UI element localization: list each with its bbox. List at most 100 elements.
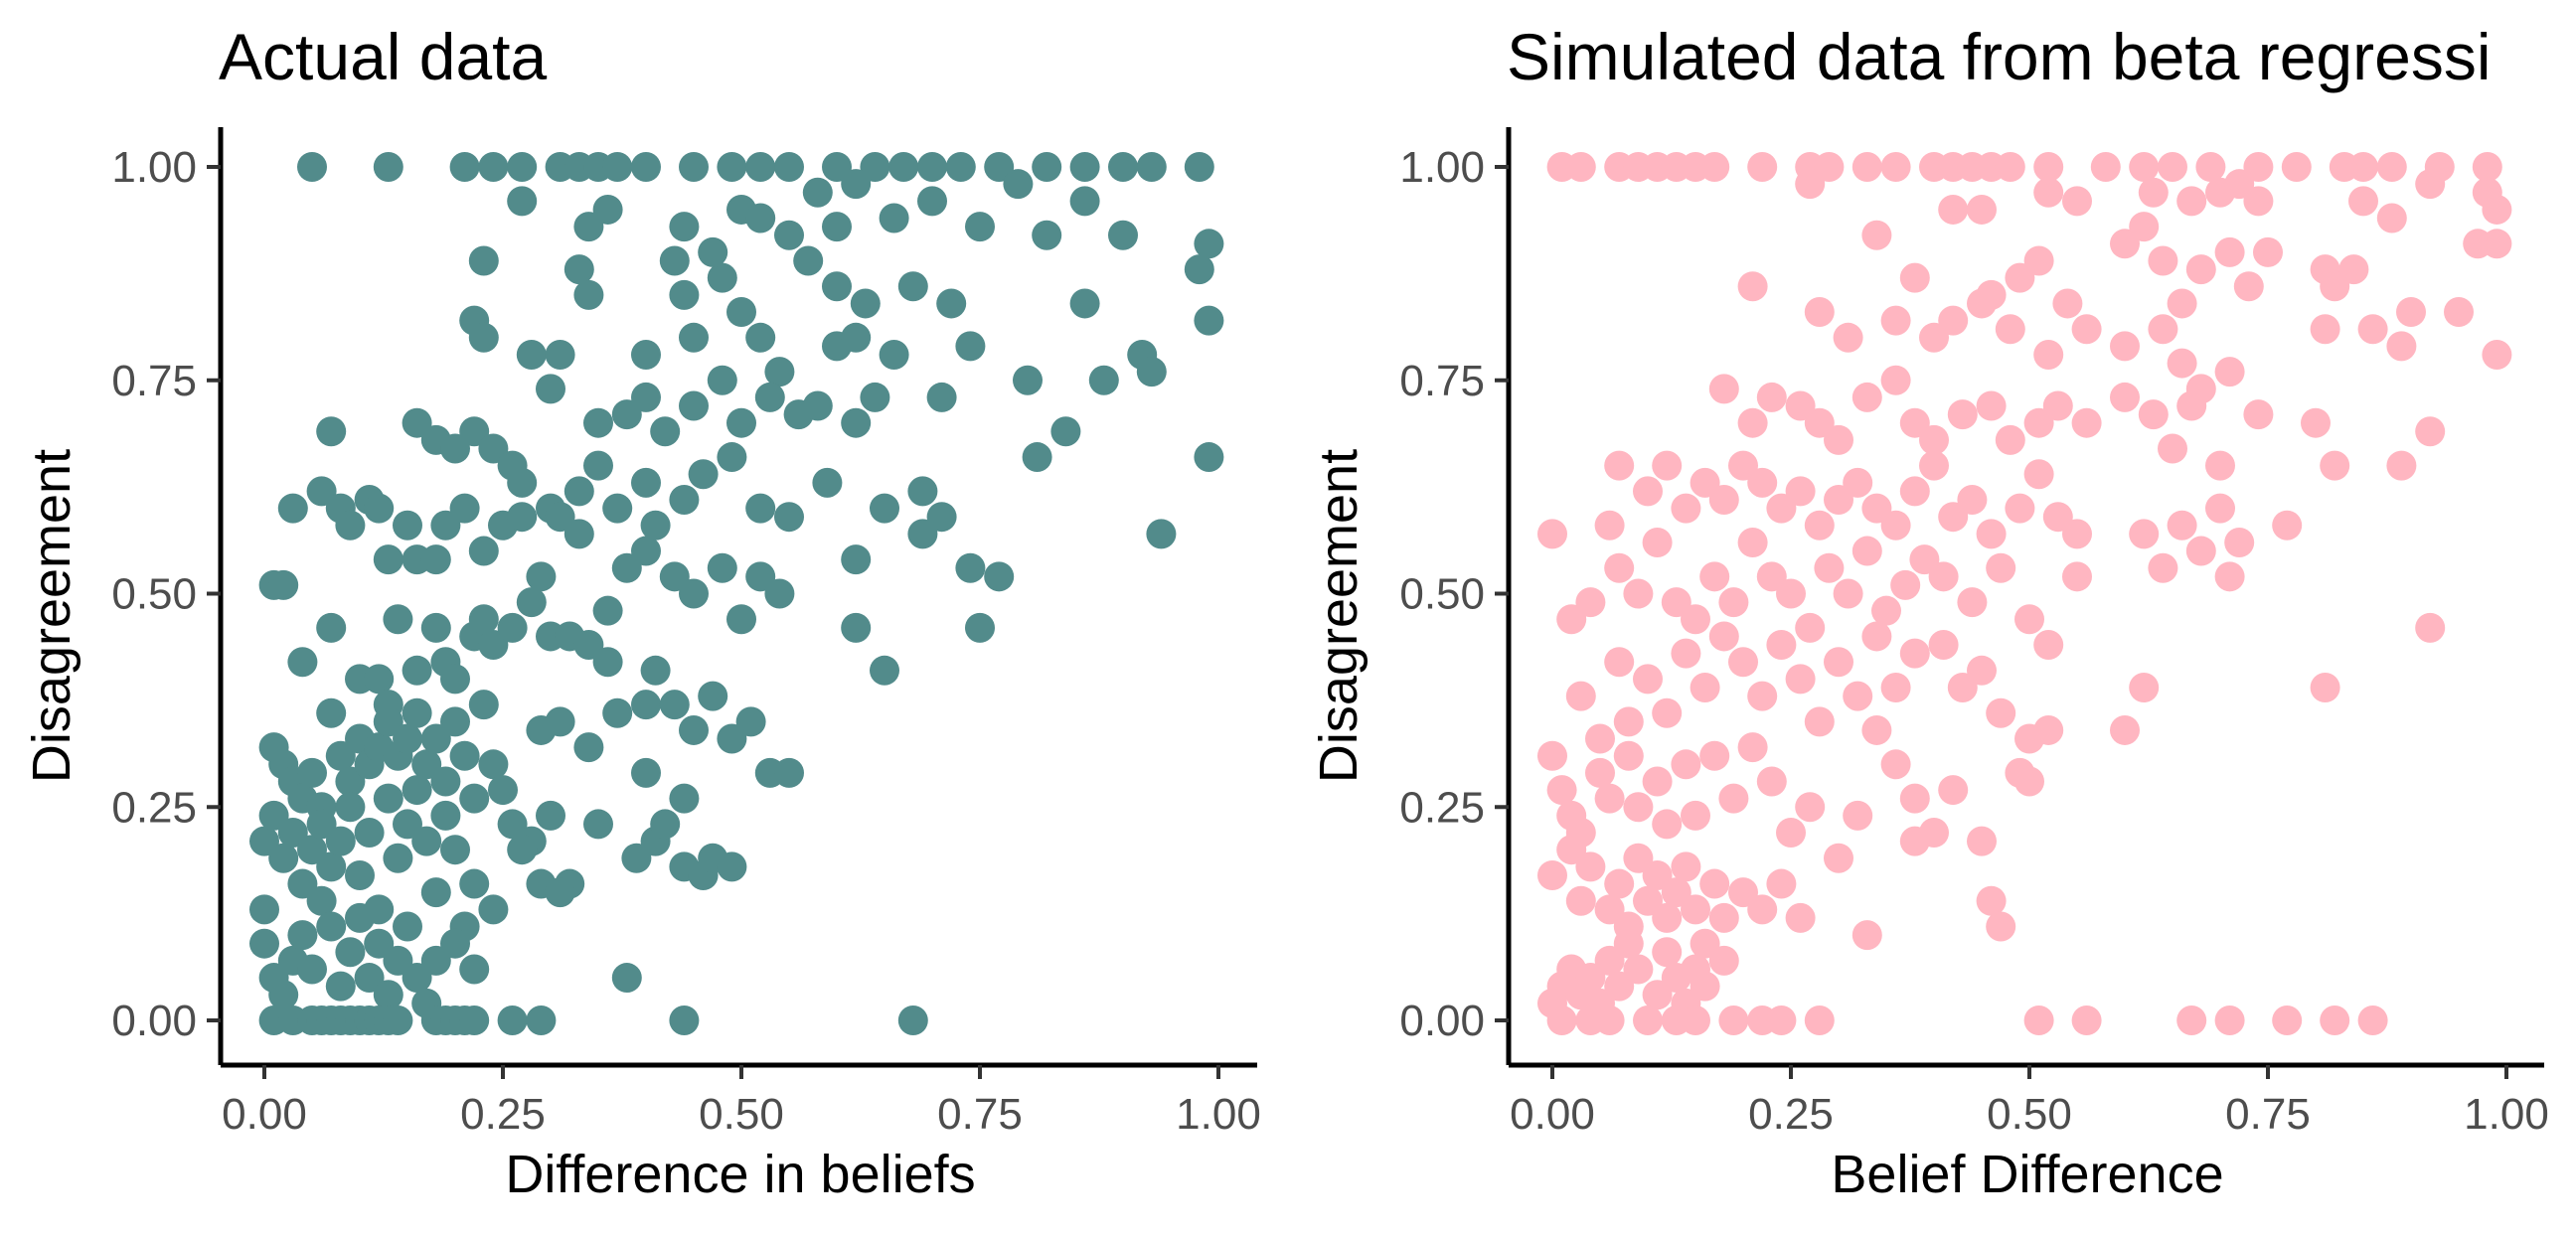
data-point xyxy=(1652,937,1683,968)
data-point xyxy=(1718,587,1749,618)
y-tick-label: 0.75 xyxy=(1399,357,1485,405)
data-point xyxy=(383,843,413,873)
data-point xyxy=(1814,152,1845,182)
data-point xyxy=(420,612,451,643)
data-point xyxy=(2310,314,2340,345)
data-point xyxy=(2062,186,2092,217)
data-point xyxy=(1546,1005,1577,1035)
data-point xyxy=(468,604,499,635)
data-point xyxy=(1899,476,1930,507)
data-point xyxy=(1804,297,1835,328)
data-point xyxy=(611,399,642,430)
data-point xyxy=(774,757,804,788)
data-point xyxy=(583,407,613,438)
data-point xyxy=(631,536,661,566)
chart-title: Simulated data from beta regressi xyxy=(1507,20,2491,93)
data-point xyxy=(602,152,633,182)
data-point xyxy=(1995,424,2025,455)
data-point xyxy=(2272,1005,2303,1035)
data-point xyxy=(1575,851,1606,882)
data-point xyxy=(2472,152,2502,182)
data-point xyxy=(459,783,490,814)
data-point xyxy=(2338,254,2369,285)
data-point xyxy=(373,783,403,814)
data-point xyxy=(1928,561,1959,592)
data-point xyxy=(1843,467,1873,498)
data-point xyxy=(1708,374,1739,404)
data-point xyxy=(1661,587,1691,618)
data-point xyxy=(669,1005,700,1035)
data-point xyxy=(926,382,957,412)
data-point xyxy=(440,664,470,695)
data-point xyxy=(420,544,451,575)
data-point xyxy=(2110,382,2140,412)
data-point xyxy=(1633,885,1663,916)
data-point xyxy=(1718,783,1749,814)
data-point xyxy=(1642,980,1673,1010)
data-point xyxy=(1938,775,1969,806)
data-point xyxy=(1852,152,1882,182)
data-point xyxy=(1899,407,1930,438)
data-point xyxy=(1594,894,1625,925)
data-point xyxy=(2348,186,2378,217)
data-point xyxy=(1690,672,1720,702)
data-point xyxy=(1861,220,1892,250)
data-point xyxy=(897,271,928,302)
data-point xyxy=(2243,186,2274,217)
data-point xyxy=(1585,757,1615,788)
data-point xyxy=(268,980,299,1010)
data-point xyxy=(345,902,375,933)
data-point xyxy=(449,152,480,182)
data-point xyxy=(2376,203,2407,233)
data-point xyxy=(1671,638,1701,669)
data-point xyxy=(536,374,565,404)
data-point xyxy=(841,407,872,438)
data-point xyxy=(2415,416,2446,447)
data-point xyxy=(316,697,347,728)
data-point xyxy=(478,749,509,780)
data-point xyxy=(1681,800,1710,831)
data-point xyxy=(249,826,279,856)
data-point xyxy=(2158,152,2187,182)
data-point xyxy=(297,152,327,182)
data-point xyxy=(1880,152,1911,182)
x-axis-title: Difference in beliefs xyxy=(505,1145,975,1204)
data-point xyxy=(459,868,490,899)
data-point xyxy=(1050,416,1081,447)
data-point xyxy=(354,818,385,849)
data-point xyxy=(2214,357,2245,387)
data-point xyxy=(640,655,671,686)
data-point xyxy=(602,493,633,524)
data-point xyxy=(1088,365,1119,395)
data-point xyxy=(335,937,366,968)
data-point xyxy=(2062,561,2092,592)
data-point xyxy=(707,552,737,583)
data-point xyxy=(592,647,623,678)
data-point xyxy=(1069,186,1100,217)
x-axis-title: Belief Difference xyxy=(1831,1145,2223,1204)
data-point xyxy=(2176,390,2207,421)
data-point xyxy=(459,1005,490,1035)
data-point xyxy=(2301,407,2331,438)
data-point xyxy=(745,322,776,353)
data-point xyxy=(1795,612,1826,643)
data-point xyxy=(1795,792,1826,823)
data-point xyxy=(698,681,728,711)
data-point xyxy=(1699,152,1730,182)
x-tick-label: 0.75 xyxy=(2225,1090,2311,1139)
data-point xyxy=(679,322,709,353)
data-point xyxy=(2023,1005,2054,1035)
data-point xyxy=(2042,502,2073,533)
data-point xyxy=(841,612,872,643)
data-point xyxy=(621,843,652,873)
data-point xyxy=(287,868,318,899)
data-point xyxy=(1633,1005,1663,1035)
data-point xyxy=(1785,664,1816,695)
y-tick-label: 0.50 xyxy=(1399,570,1485,619)
data-point xyxy=(1604,647,1635,678)
data-point xyxy=(1718,1005,1749,1035)
data-point xyxy=(679,152,709,182)
data-point xyxy=(870,493,899,524)
data-point xyxy=(631,339,661,370)
y-tick-label: 1.00 xyxy=(111,143,197,192)
